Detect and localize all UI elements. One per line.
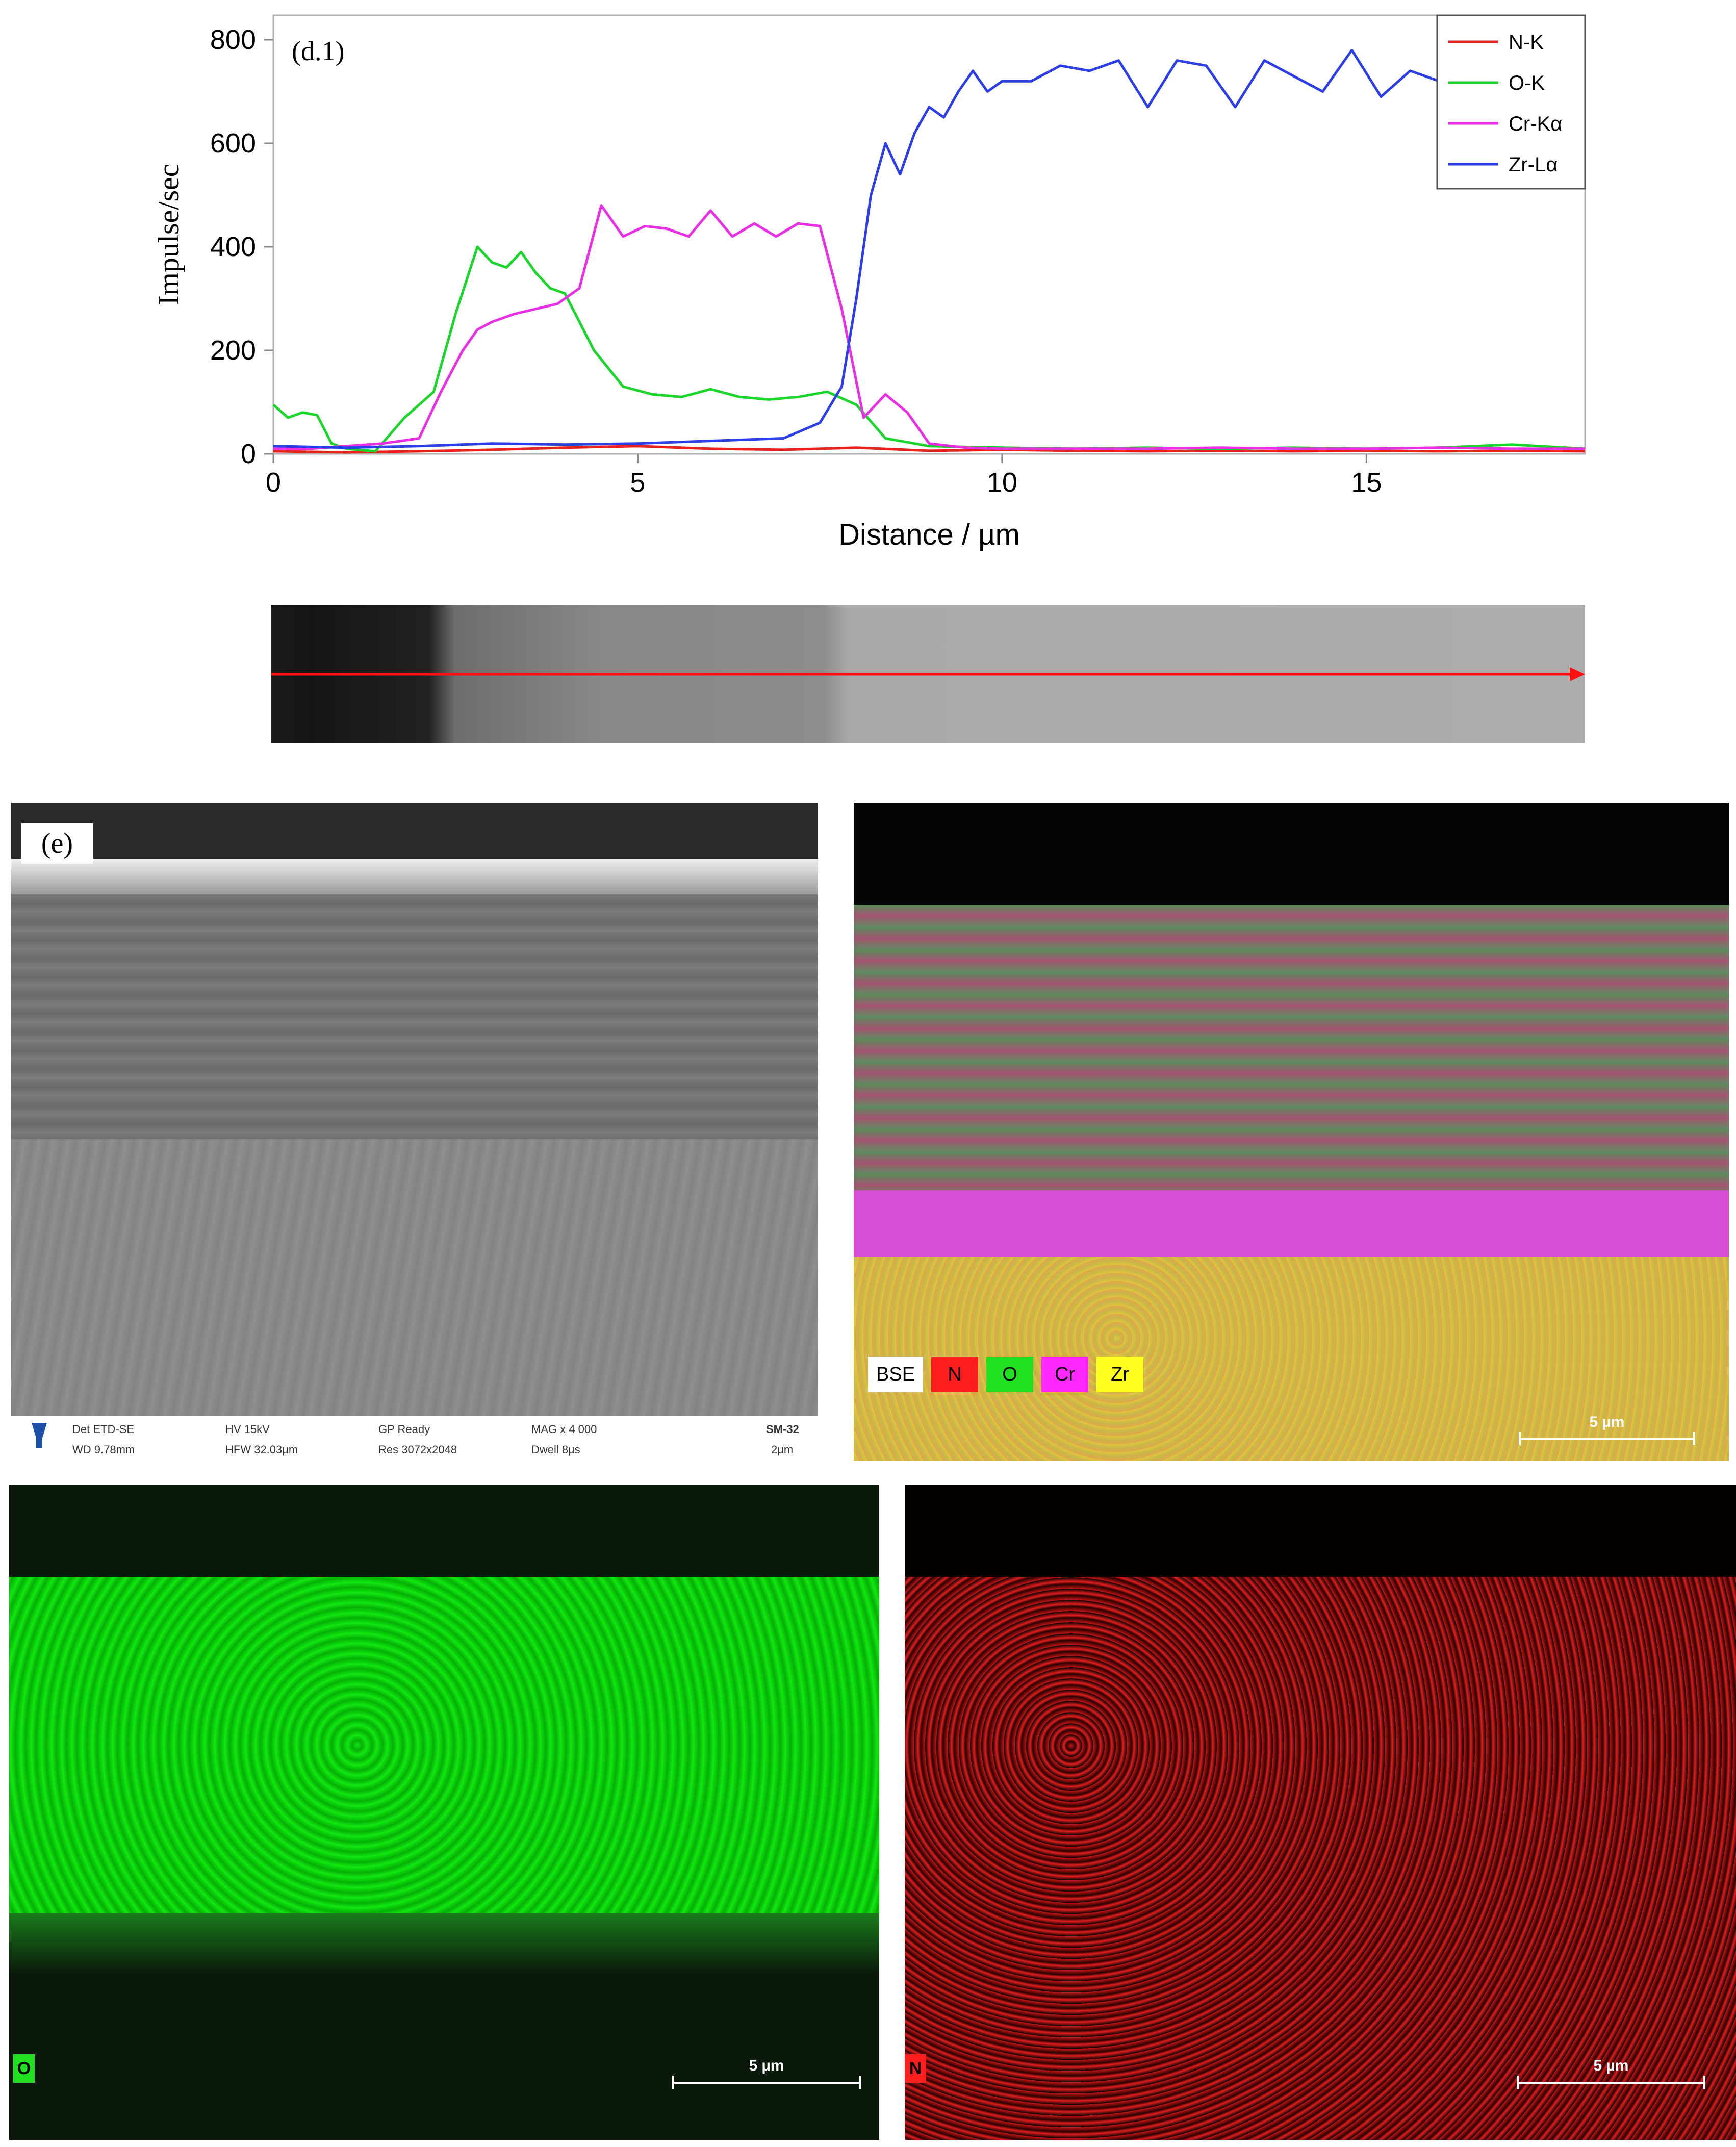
y-axis-label: Impulse/sec (152, 164, 185, 305)
legend-entry: O-K (1509, 72, 1545, 94)
o-map-band (9, 1577, 879, 1913)
x-axis-label: Distance / µm (838, 518, 1020, 551)
o-map-scale-label: 5 µm (749, 2057, 784, 2074)
legend-box (1436, 14, 1586, 190)
n-map-tag: N (905, 2054, 926, 2083)
meta-scale: 2µm (771, 1443, 794, 1456)
meta-resolution: Res 3072x2048 (378, 1443, 457, 1456)
legend-entry: N-K (1509, 31, 1544, 54)
y-tick-label: 200 (210, 335, 256, 366)
panel-label-d1: (d.1) (292, 36, 344, 66)
series-line-nk (273, 445, 1586, 454)
sem-coating-layer (11, 894, 818, 1139)
eds-coating-layer (854, 905, 1729, 1190)
eds-legend-chip: Cr (1041, 1357, 1089, 1392)
meta-hfw: HFW 32.03µm (225, 1443, 298, 1456)
scan-line-arrowhead (1570, 667, 1585, 681)
sem-image-panel: (e) Det ETD-SE HV 15kV GP Ready MAG x 4 … (11, 803, 818, 1461)
n-map-scale-label: 5 µm (1593, 2057, 1629, 2074)
x-tick-label: 0 (266, 467, 281, 498)
series-line-crk (273, 204, 1585, 450)
eds-scale-label: 5 µm (1589, 1414, 1625, 1430)
y-tick-label: 800 (210, 24, 256, 55)
eds-scale-bar: 5 µm (1519, 1414, 1695, 1448)
eds-legend-chip: N (931, 1357, 979, 1392)
chart-legend: N-K O-K Cr-Kα Zr-Lα (1436, 14, 1586, 190)
meta-dwell: Dwell 8µs (531, 1443, 580, 1456)
y-tick-label: 600 (210, 128, 256, 159)
y-tick-label: 400 (210, 232, 256, 262)
sem-bright-edge (11, 859, 818, 894)
eds-composite-panel: BSE N O Cr Zr 5 µm (854, 803, 1729, 1461)
sem-info-bar: Det ETD-SE HV 15kV GP Ready MAG x 4 000 … (11, 1416, 818, 1461)
n-map-scale-bar: 5 µm (1517, 2057, 1705, 2092)
meta-magnification: MAG x 4 000 (531, 1423, 597, 1436)
panel-label-e: (e) (21, 823, 93, 864)
x-tick-label: 15 (1351, 467, 1382, 498)
meta-voltage: HV 15kV (225, 1423, 270, 1436)
eds-legend: BSE N O Cr Zr (868, 1357, 1144, 1392)
series-line-zrl (273, 48, 1586, 449)
plot-frame (272, 14, 1586, 455)
sem-substrate (11, 1139, 818, 1426)
x-tick-label: 10 (987, 467, 1017, 498)
o-map-fade (9, 1913, 879, 1975)
n-element-map: N 5 µm (905, 1485, 1736, 2140)
sem-top-dark-region (11, 803, 818, 864)
y-tick-label: 0 (241, 439, 256, 469)
meta-status: GP Ready (378, 1423, 430, 1436)
eds-legend-chip: BSE (868, 1357, 924, 1392)
legend-entry: Zr-Lα (1509, 154, 1558, 176)
meta-working-distance: WD 9.78mm (72, 1443, 135, 1456)
x-tick-label: 5 (630, 467, 645, 498)
eds-legend-chip: O (986, 1357, 1034, 1392)
eds-legend-chip: Zr (1096, 1357, 1144, 1392)
n-map-dots (905, 1577, 1736, 2140)
o-element-map: O 5 µm (9, 1485, 879, 2140)
detector-icon (32, 1423, 47, 1448)
eds-cr-layer (854, 1190, 1729, 1257)
o-map-scale-bar: 5 µm (672, 2057, 861, 2092)
meta-detector: Det ETD-SE (72, 1423, 135, 1436)
meta-sample-id: SM-32 (766, 1423, 799, 1436)
legend-entry: Cr-Kα (1509, 113, 1562, 135)
o-map-tag: O (13, 2054, 35, 2083)
